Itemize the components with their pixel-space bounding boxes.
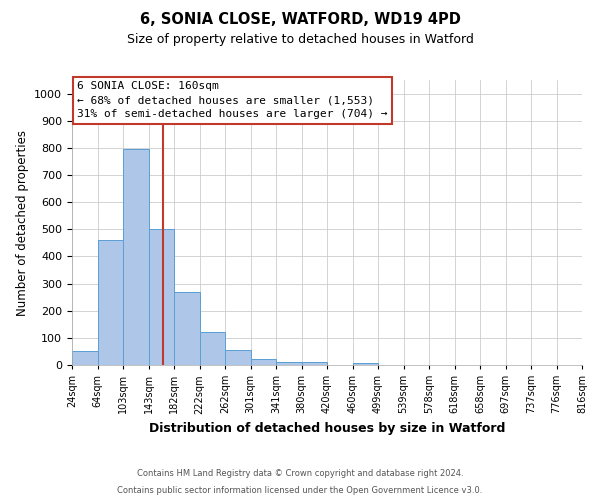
Bar — [149, 230, 174, 365]
Bar — [97, 240, 123, 365]
Y-axis label: Number of detached properties: Number of detached properties — [16, 130, 29, 316]
Text: Size of property relative to detached houses in Watford: Size of property relative to detached ho… — [127, 32, 473, 46]
Text: Contains public sector information licensed under the Open Government Licence v3: Contains public sector information licen… — [118, 486, 482, 495]
Text: Contains HM Land Registry data © Crown copyright and database right 2024.: Contains HM Land Registry data © Crown c… — [137, 468, 463, 477]
Bar — [276, 362, 302, 365]
Bar — [353, 363, 378, 365]
Bar — [72, 352, 97, 365]
X-axis label: Distribution of detached houses by size in Watford: Distribution of detached houses by size … — [149, 422, 505, 435]
Text: 6 SONIA CLOSE: 160sqm
← 68% of detached houses are smaller (1,553)
31% of semi-d: 6 SONIA CLOSE: 160sqm ← 68% of detached … — [77, 82, 388, 120]
Bar — [302, 362, 327, 365]
Bar — [199, 332, 225, 365]
Bar — [225, 350, 251, 365]
Text: 6, SONIA CLOSE, WATFORD, WD19 4PD: 6, SONIA CLOSE, WATFORD, WD19 4PD — [140, 12, 460, 28]
Bar — [251, 359, 276, 365]
Bar — [123, 149, 149, 365]
Bar — [174, 292, 199, 365]
